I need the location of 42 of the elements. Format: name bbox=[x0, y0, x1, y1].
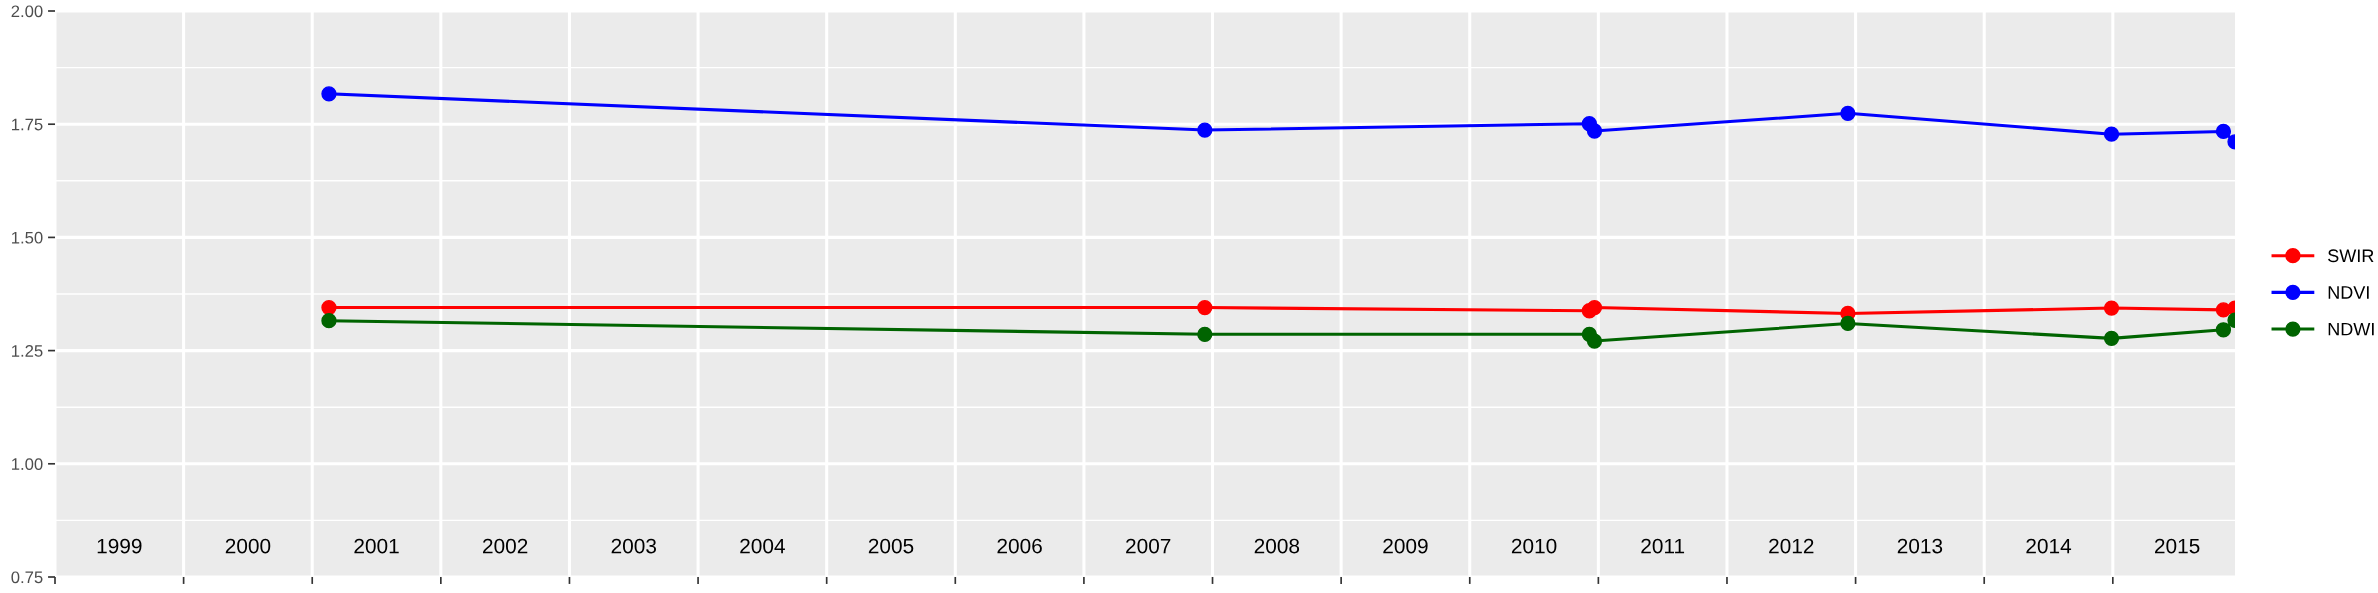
y-tick-label: 1.25 bbox=[12, 345, 43, 357]
y-tick-label: 1.00 bbox=[12, 458, 43, 470]
point bbox=[2103, 126, 2120, 142]
point bbox=[321, 313, 337, 329]
x-tick-label: 2013 bbox=[1897, 538, 1943, 554]
point bbox=[2103, 300, 2120, 316]
x-tick-label: 2008 bbox=[1254, 538, 1300, 554]
point bbox=[1840, 105, 1856, 121]
x-tick-label: 2000 bbox=[225, 538, 271, 554]
x-tick-label: 2004 bbox=[740, 538, 785, 554]
y-tick-label: 1.75 bbox=[12, 118, 43, 131]
point bbox=[2215, 322, 2232, 338]
x-tick-label: 2009 bbox=[1383, 538, 1428, 554]
point bbox=[2215, 123, 2232, 140]
x-tick-label: 1999 bbox=[97, 538, 142, 554]
legend-label: NDVI bbox=[2328, 286, 2369, 299]
point bbox=[1197, 299, 1213, 316]
point bbox=[321, 86, 337, 102]
y-tick-label: 1.50 bbox=[12, 231, 43, 244]
point bbox=[1840, 315, 1856, 332]
point bbox=[1586, 333, 1603, 349]
point bbox=[1586, 123, 1603, 139]
legend-label: NDWI bbox=[2328, 322, 2374, 336]
x-tick-label: 2006 bbox=[997, 538, 1042, 554]
point bbox=[1586, 299, 1603, 316]
x-tick-label: 2012 bbox=[1769, 538, 1814, 554]
x-tick-label: 2002 bbox=[483, 538, 528, 554]
x-tick-label: 2015 bbox=[2155, 538, 2200, 554]
x-tick-label: 2011 bbox=[1641, 538, 1685, 554]
y-tick-label: 0.75 bbox=[11, 571, 43, 584]
point bbox=[1197, 326, 1213, 342]
point bbox=[321, 299, 337, 316]
legend-label: SWIR bbox=[2328, 249, 2374, 263]
point bbox=[1197, 122, 1213, 138]
point bbox=[2103, 330, 2120, 347]
x-tick-label: 2007 bbox=[1126, 538, 1171, 554]
x-tick-label: 2014 bbox=[2026, 538, 2072, 554]
y-tick-label: 2.00 bbox=[11, 5, 43, 18]
x-tick-label: 2010 bbox=[1511, 538, 1557, 554]
x-tick-label: 2001 bbox=[354, 538, 399, 554]
x-tick-label: 2005 bbox=[868, 538, 914, 554]
x-tick-label: 2003 bbox=[611, 538, 657, 554]
